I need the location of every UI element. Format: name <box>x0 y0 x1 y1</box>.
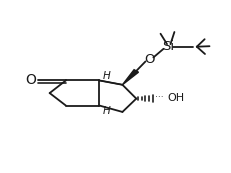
Text: H: H <box>102 71 110 81</box>
Polygon shape <box>99 80 122 85</box>
Polygon shape <box>122 70 139 85</box>
Text: H: H <box>102 106 110 116</box>
Text: Si: Si <box>163 40 175 53</box>
Text: ···: ··· <box>155 94 164 103</box>
Text: O: O <box>144 53 155 66</box>
Text: OH: OH <box>167 93 184 103</box>
Text: O: O <box>26 74 37 87</box>
